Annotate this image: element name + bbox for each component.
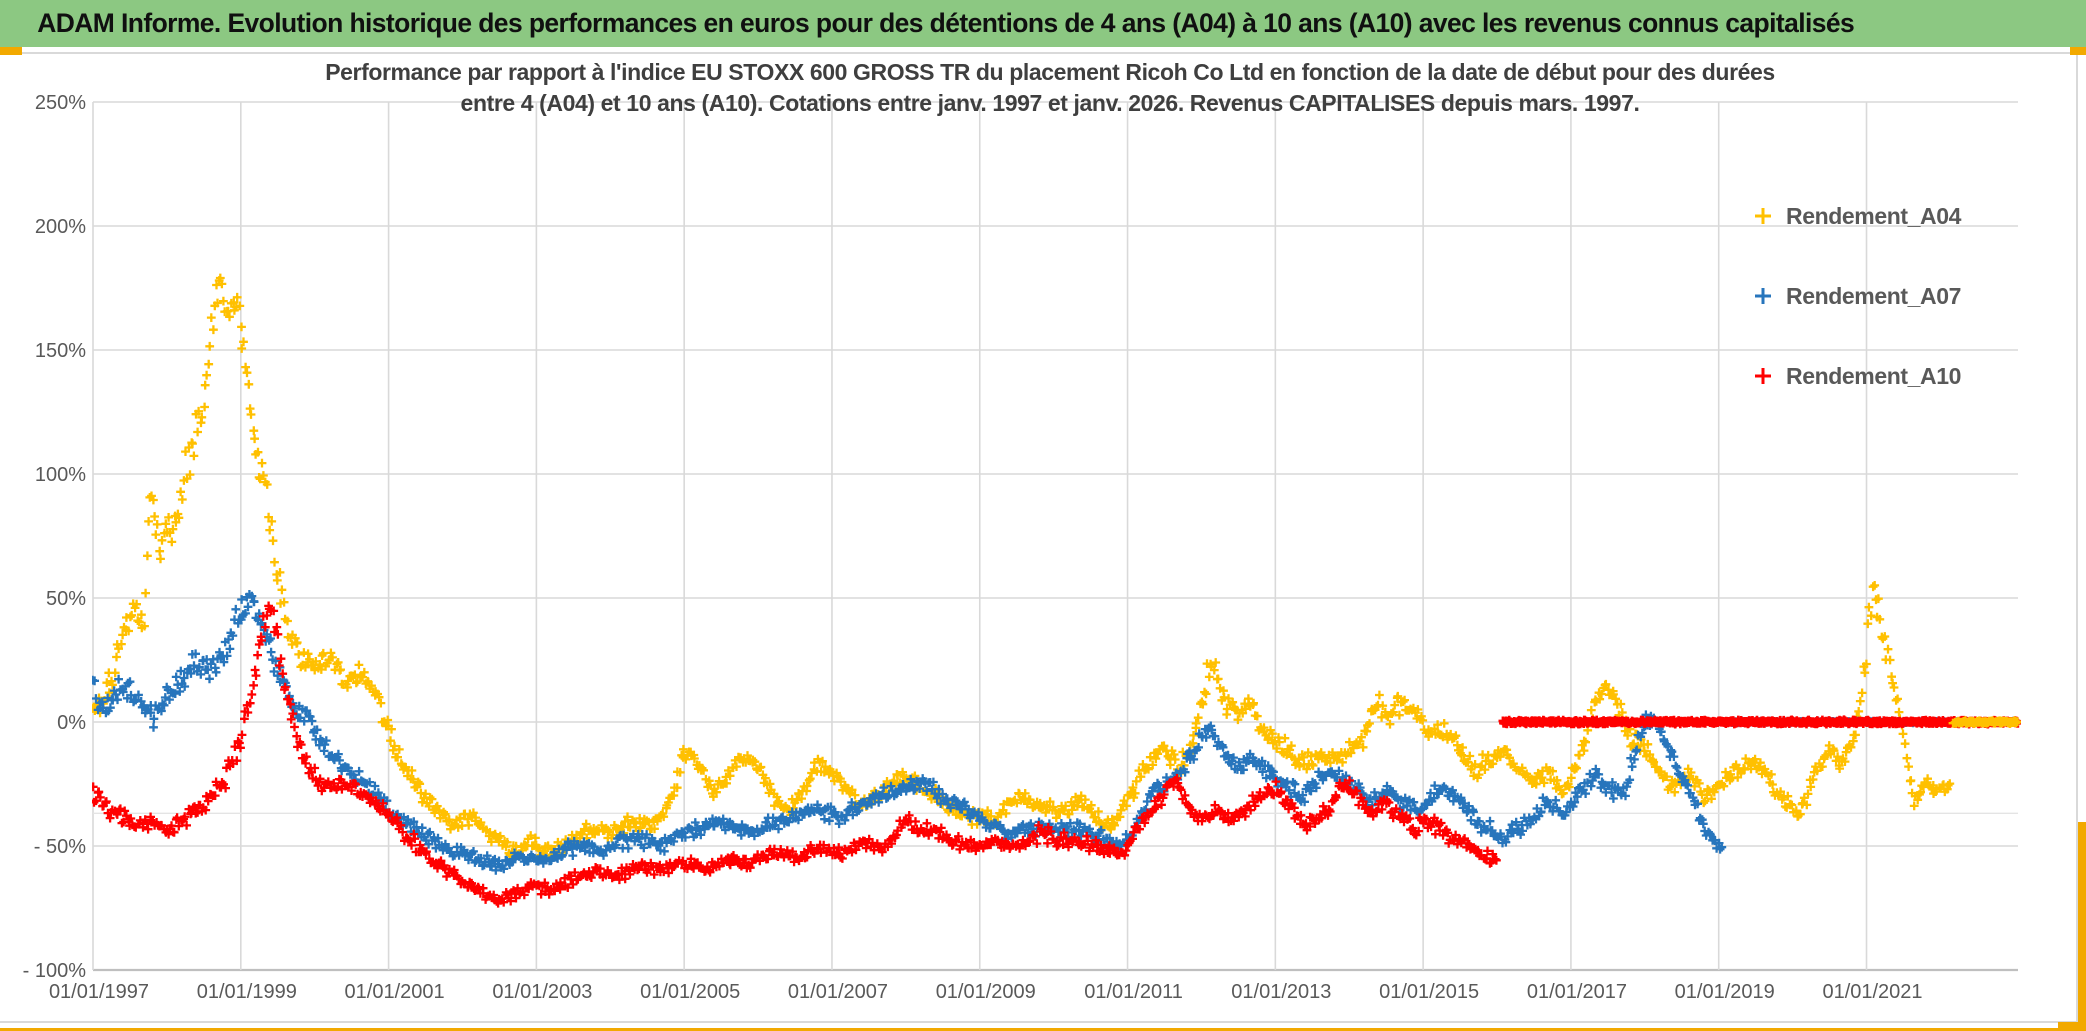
top-right-accent-tab[interactable] [2070,47,2086,55]
x-tick-label: 01/01/2003 [492,981,592,1003]
legend-item-rendement_a10[interactable]: Rendement_A10 [1752,360,1961,392]
report-title: ADAM Informe. Evolution historique des p… [37,8,1855,38]
chart-right-border [2076,55,2078,1022]
chart-legend: Rendement_A04 Rendement_A07 Rendement_A10 [1752,200,1961,440]
x-tick-label: 01/01/2011 [1084,981,1183,1003]
y-tick-label: 150% [35,340,86,362]
y-tick-label: - 50% [34,836,86,858]
gridlines [92,101,2018,972]
bottom-accent-line [0,1028,2086,1031]
x-tick-label: 01/01/2021 [1822,981,1922,1003]
series-rendement-a07[interactable] [88,590,1727,875]
legend-item-rendement_a07[interactable]: Rendement_A07 [1752,280,1961,312]
x-tick-label: 01/01/2001 [345,981,445,1003]
y-tick-label: - 100% [23,960,87,982]
x-tick-label: 01/01/2007 [788,981,888,1003]
chart-title-line2: entre 4 (A04) et 10 ans (A10). Cotations… [460,90,1640,116]
y-tick-label: 50% [46,588,86,610]
series-rendement-a10-zero-tail[interactable] [1498,715,2023,729]
y-tick-label: 100% [35,464,86,486]
series-rendement-a10[interactable] [89,601,1501,908]
x-tick-label: 01/01/2009 [936,981,1036,1003]
y-tick-label: 200% [35,216,86,238]
series-rendement-a04-zero-tail[interactable] [1948,716,2022,728]
legend-item-rendement_a04[interactable]: Rendement_A04 [1752,200,1961,232]
x-tick-label: 01/01/2017 [1527,981,1627,1003]
data-series[interactable] [88,273,2023,908]
x-tick-label: 01/01/2019 [1675,981,1775,1003]
chart-bottom-border [0,1021,2086,1023]
x-tick-label: 01/01/1999 [197,981,297,1003]
legend-label: Rendement_A10 [1786,362,1962,389]
chart-title-line1: Performance par rapport à l'indice EU ST… [325,59,1775,85]
plus-marker-icon [1755,288,1771,304]
x-tick-label: 01/01/2005 [640,981,740,1003]
x-tick-label: 01/01/1997 [49,981,149,1003]
y-tick-label: 250% [35,92,86,114]
legend-label: Rendement_A07 [1786,282,1962,309]
y-tick-label: 0% [57,712,86,734]
legend-label: Rendement_A04 [1786,202,1962,229]
axis-tick-labels: 250%200%150%100%50%0%- 50%- 100%01/01/19… [23,92,1923,1003]
x-tick-label: 01/01/2013 [1231,981,1331,1003]
x-tick-label: 01/01/2015 [1379,981,1479,1003]
bottom-right-accent-corner[interactable] [2058,1022,2086,1031]
header-underline [0,52,2086,54]
plus-marker-icon [1755,368,1771,384]
chart-title: Performance par rapport à l'indice EU ST… [200,57,1900,119]
right-accent-bar[interactable] [2078,822,2086,1031]
left-accent-tab[interactable] [0,47,22,55]
report-header: ADAM Informe. Evolution historique des p… [0,0,2086,47]
plus-marker-icon [1755,208,1771,224]
